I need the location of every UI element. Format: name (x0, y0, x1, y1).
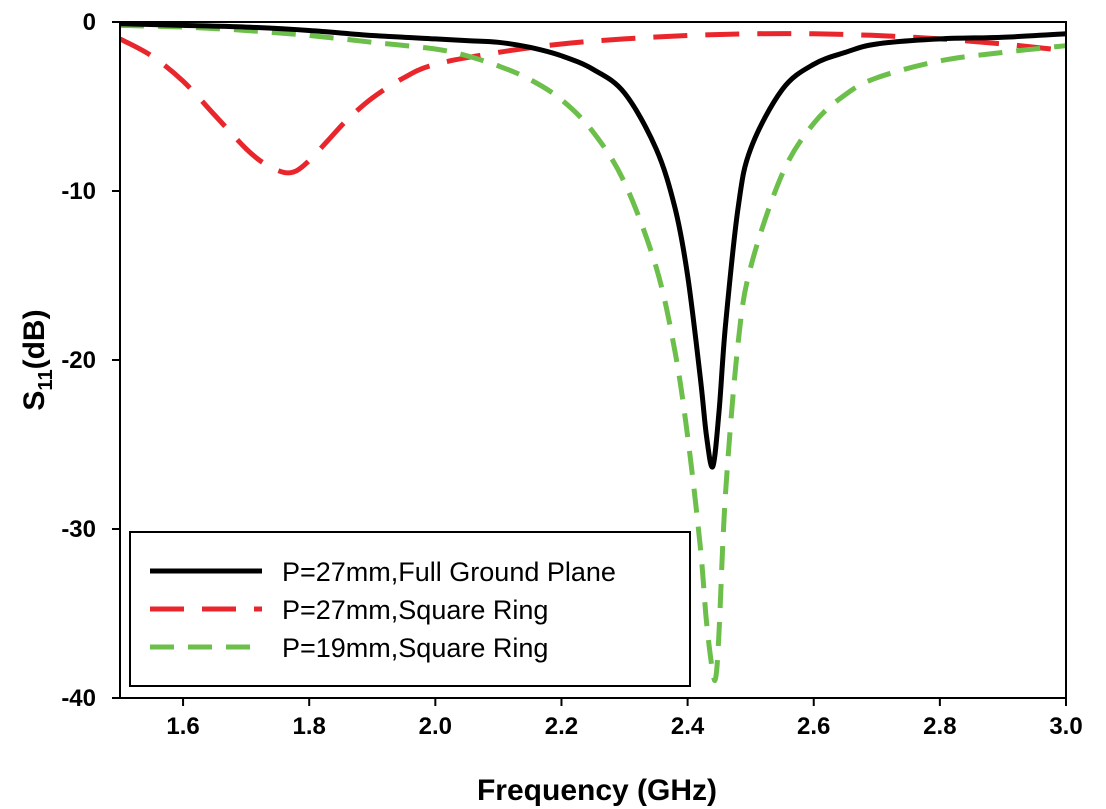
x-tick-label: 1.8 (293, 713, 326, 740)
legend-label-3: P=19mm,Square Ring (282, 633, 548, 663)
y-axis-title-unit: (dB) (18, 309, 51, 369)
y-axis-title-subscript: 11 (35, 369, 57, 390)
x-tick-label: 3.0 (1049, 713, 1082, 740)
legend-label-2: P=27mm,Square Ring (282, 595, 548, 625)
series-line-2 (118, 31, 1067, 176)
x-tick-label: 1.6 (166, 713, 199, 740)
x-tick-label: 2.0 (419, 713, 452, 740)
y-tick-label: -40 (61, 685, 96, 712)
x-tick-label: 2.6 (797, 713, 830, 740)
legend-label-1: P=27mm,Full Ground Plane (282, 557, 616, 587)
ticks-layer: 1.6 1.8 2.0 2.2 2.4 2.6 2.8 3.0 0 -10 -20 -30 -40 (61, 9, 1082, 740)
legend: P=27mm,Full Ground Plane P=27mm,Square Ri… (129, 531, 691, 687)
series-layer (118, 21, 1067, 683)
y-tick-label: -20 (61, 347, 96, 374)
x-tick-label: 2.8 (923, 713, 956, 740)
series-line-3 (119, 22, 1067, 683)
y-tick-label: 0 (83, 9, 96, 36)
svg-text:S11(dB): S11(dB) (18, 309, 57, 410)
x-tick-label: 2.2 (545, 713, 578, 740)
x-axis-title: Frequency (GHz) (477, 774, 717, 807)
y-axis-title: S11(dB) (18, 309, 57, 410)
x-tick-label: 2.4 (671, 713, 705, 740)
series-line-1 (119, 21, 1067, 470)
y-axis-title-main: S (18, 391, 51, 411)
y-tick-label: -30 (61, 516, 96, 543)
y-tick-label: -10 (61, 178, 96, 205)
